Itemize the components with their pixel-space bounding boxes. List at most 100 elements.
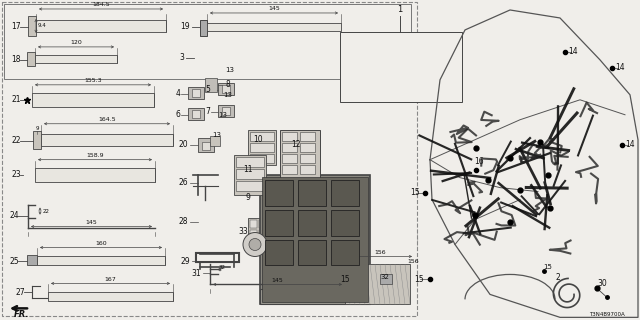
Bar [35,168,155,182]
Text: 4: 4 [175,89,180,98]
Bar [298,239,326,266]
Ellipse shape [197,49,211,67]
Circle shape [209,111,217,119]
Bar [205,78,217,92]
Text: 15: 15 [340,190,350,199]
Bar [202,142,210,150]
Bar [236,157,264,167]
Text: 33: 33 [238,227,248,236]
Bar [4,4,411,79]
Bar [37,256,165,266]
Bar [268,229,275,237]
Bar [192,89,200,97]
Bar [35,55,117,63]
Bar [48,292,173,301]
Bar [250,154,274,163]
Bar [192,110,200,118]
Text: 145: 145 [86,220,97,225]
Bar [250,132,274,141]
Bar [345,264,410,304]
Bar [27,52,35,66]
Bar [268,220,275,228]
Bar [259,220,266,228]
Text: 22: 22 [12,136,20,145]
Bar [260,289,370,304]
Bar [298,210,326,236]
Bar [250,220,257,228]
Text: 32: 32 [381,275,389,280]
Text: 160: 160 [95,241,107,246]
Bar [2,2,417,316]
Bar [250,229,257,237]
Text: 15: 15 [410,188,420,197]
Text: 29: 29 [180,257,190,266]
Bar [28,16,36,36]
Text: 19: 19 [180,22,190,31]
Text: 13: 13 [223,92,232,98]
Text: 2: 2 [556,273,561,282]
Circle shape [214,91,222,99]
Circle shape [198,205,230,237]
Text: 7: 7 [205,107,211,116]
Bar [265,180,293,205]
Text: 27: 27 [15,288,25,297]
Text: 24: 24 [9,211,19,220]
Text: 156: 156 [407,259,419,264]
Bar [300,143,315,152]
Text: 9: 9 [246,193,250,202]
Text: 3: 3 [180,53,184,62]
Bar [331,180,359,205]
Text: 12: 12 [291,140,301,149]
Text: 158.9: 158.9 [86,153,104,158]
Bar [210,136,220,146]
Text: 25: 25 [9,257,19,266]
Text: 155.3: 155.3 [84,78,102,83]
Text: 184.5: 184.5 [92,3,110,7]
Text: 32: 32 [218,265,225,270]
Circle shape [206,213,222,229]
Text: 14: 14 [615,63,625,72]
Text: FR.: FR. [14,310,29,319]
Bar [380,275,392,284]
Text: 156: 156 [374,250,386,255]
Text: 20: 20 [178,140,188,149]
Bar [198,138,214,152]
Text: 17: 17 [11,22,21,31]
Bar [188,87,204,99]
Bar [236,169,264,179]
Circle shape [243,233,267,256]
Bar [282,132,297,141]
Bar [200,20,207,36]
Text: 9.4: 9.4 [38,23,46,28]
Bar [236,180,264,191]
Bar [259,229,266,237]
Text: 28: 28 [179,217,188,226]
Bar [280,130,320,180]
Text: 22: 22 [42,209,49,213]
Bar [234,155,266,195]
Text: 31: 31 [191,269,201,278]
Bar [260,175,370,304]
Text: 8: 8 [226,80,230,89]
Bar [33,131,41,149]
Text: 18: 18 [12,55,20,64]
Text: 23: 23 [11,170,21,179]
Text: 120: 120 [70,40,82,45]
Text: 16: 16 [474,157,484,166]
Text: 30: 30 [597,279,607,288]
Bar [250,143,274,152]
Bar [262,177,368,302]
Text: 15: 15 [414,275,424,284]
Text: 13: 13 [218,112,227,118]
Bar [265,239,293,266]
Bar [248,130,276,165]
Ellipse shape [211,51,217,65]
Text: 14: 14 [568,47,578,56]
Bar [300,132,315,141]
Text: 14: 14 [625,140,635,149]
Bar [298,180,326,205]
Circle shape [216,66,224,74]
Bar [282,154,297,163]
Bar [218,83,234,95]
Text: 145: 145 [268,6,280,12]
